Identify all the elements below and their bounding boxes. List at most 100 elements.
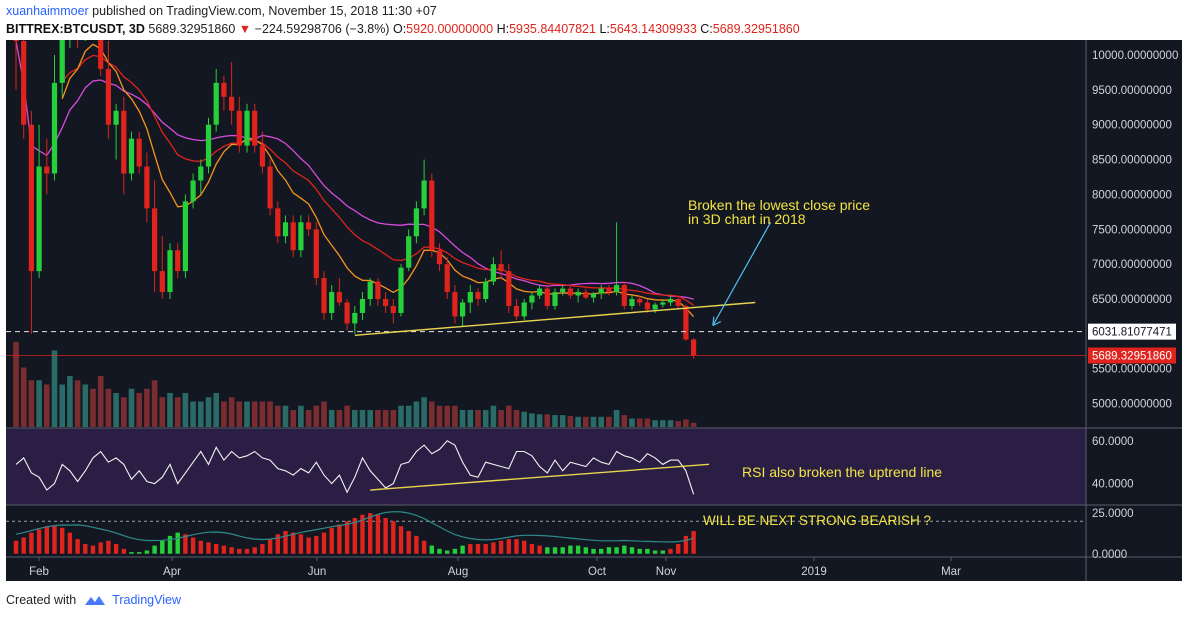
candle-body: [28, 124, 34, 272]
hist-bar: [429, 545, 434, 554]
candle-body: [652, 304, 658, 310]
volume-bar: [128, 388, 135, 427]
hist-bar: [652, 550, 658, 554]
hist-tick-label: 25.0000: [1092, 508, 1134, 520]
volume-bar: [405, 405, 412, 427]
hist-bar: [406, 531, 411, 554]
volume-bar: [151, 380, 158, 427]
hist-bar: [660, 550, 665, 554]
price-label-box: [1088, 323, 1176, 340]
hist-bar: [13, 540, 19, 554]
x-tick-label: Mar: [941, 566, 961, 578]
candle-body: [113, 110, 119, 125]
hist-bar: [260, 544, 265, 554]
volume-bar: [629, 418, 635, 427]
hist-bar: [468, 544, 473, 554]
volume-bar: [67, 376, 73, 427]
author-link[interactable]: xuanhaimmoer: [6, 4, 89, 18]
moving-averages: [15, 40, 695, 318]
price-tick-label: 7000.00000000: [1092, 259, 1172, 271]
candle-body: [444, 264, 450, 293]
rsi-uptrend-line: [370, 463, 710, 491]
volume-bar: [244, 401, 250, 427]
hist-bar: [560, 547, 565, 554]
candle-body: [383, 299, 389, 306]
volume-bar: [444, 405, 450, 427]
candle-body: [683, 305, 689, 340]
volume-bar: [367, 410, 373, 427]
candle-body: [629, 299, 635, 306]
candle-body: [436, 250, 443, 265]
volume-bar: [675, 421, 681, 427]
hist-bar: [421, 540, 427, 554]
candle-body: [313, 229, 319, 279]
hist-bar: [460, 545, 465, 554]
hist-bar: [676, 544, 681, 554]
hist-bar: [591, 548, 596, 554]
hist-bar: [437, 548, 442, 554]
candle-body: [144, 166, 150, 209]
ema-fast-line: [61, 43, 695, 318]
volume-bar: [136, 393, 142, 427]
candle-body: [136, 138, 142, 167]
hist-bar: [190, 537, 196, 554]
ohlc-line: BITTREX:BTCUSDT, 3D 5689.32951860 ▼ −224…: [6, 20, 1182, 38]
candle-body: [606, 288, 612, 293]
candles: [13, 40, 697, 359]
candle-body: [413, 208, 419, 237]
volume-bar: [82, 384, 89, 427]
volume-bar: [429, 401, 435, 427]
hist-bar: [229, 547, 234, 554]
candle-body: [452, 292, 458, 317]
volume-bar: [490, 405, 497, 427]
hist-bar: [475, 544, 481, 554]
volume-bar: [667, 420, 674, 427]
tradingview-link[interactable]: TradingView: [112, 593, 181, 607]
high-label: H:: [496, 22, 510, 36]
volume-bar: [382, 410, 389, 427]
volume-bar: [228, 397, 235, 427]
volume-bar: [282, 405, 289, 427]
volume-bar: [652, 420, 658, 427]
hist-bar: [160, 540, 165, 554]
candle-body: [637, 299, 643, 303]
price-chart[interactable]: 10000.00000000 9500.00000000 9000.00000000…: [6, 40, 1182, 581]
candle-body: [421, 180, 427, 209]
hist-bar: [252, 547, 257, 554]
volume-bar: [660, 420, 666, 427]
grid-lines: [6, 40, 1182, 581]
hist-tick-label: 0.0000: [1092, 549, 1127, 561]
hist-bar: [414, 535, 419, 554]
hist-bar: [691, 531, 696, 554]
hist-bar: [337, 524, 342, 554]
volume-bars: [13, 342, 697, 427]
hist-bar: [537, 545, 542, 554]
candle-body: [252, 110, 258, 146]
hist-bar: [267, 539, 273, 554]
hist-bar: [237, 548, 242, 554]
volume-bar: [359, 410, 366, 427]
volume-bar: [482, 410, 489, 427]
rsi-background: [6, 428, 1086, 505]
volume-bar: [413, 401, 420, 427]
close-value: 5689.32951860: [712, 22, 800, 36]
price-tick-label: 8500.00000000: [1092, 155, 1172, 167]
volume-bar: [390, 410, 397, 427]
candle-body: [244, 110, 250, 146]
annotation-broken-close-line2: in 3D chart in 2018: [688, 211, 806, 227]
volume-bar: [536, 414, 543, 427]
price-tick-label: 5500.00000000: [1092, 364, 1172, 376]
candle-body: [467, 292, 473, 303]
hist-bar: [352, 518, 357, 554]
down-arrow-icon: ▼: [238, 22, 252, 36]
hist-bar: [306, 537, 311, 554]
hist-bar: [183, 534, 188, 554]
volume-bar: [221, 401, 227, 427]
candle-body: [490, 264, 496, 282]
hist-bar: [344, 521, 350, 554]
price-tick-label: 7500.00000000: [1092, 224, 1172, 236]
chart-area[interactable]: 10000.00000000 9500.00000000 9000.00000000…: [6, 40, 1182, 581]
volume-bar: [275, 405, 281, 427]
hist-bar: [360, 514, 365, 554]
hist-bar: [637, 548, 642, 554]
